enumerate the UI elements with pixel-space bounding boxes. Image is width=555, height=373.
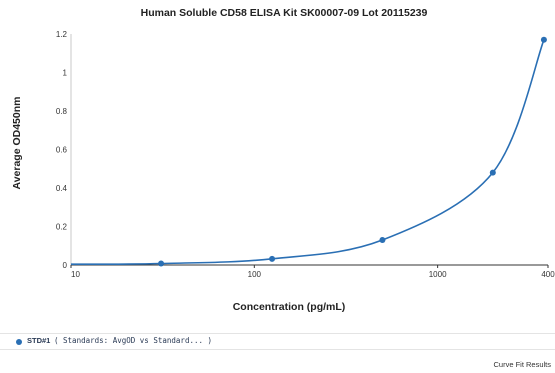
legend-series-description: ( Standards: AvgOD vs Standard... ) [54,336,213,345]
x-axis-ticks: 10 100 1000 400 [70,265,555,279]
y-tick-label: 0 [63,261,68,270]
legend-marker-icon [16,339,22,345]
x-tick-label: 400 [541,270,555,279]
chart-title: Human Soluble CD58 ELISA Kit SK00007-09 … [141,7,428,19]
y-tick-label: 0.2 [56,223,68,232]
x-tick-label: 100 [248,270,262,279]
curve-fit-results-link[interactable]: Curve Fit Results [493,360,551,369]
legend-series-name[interactable]: STD#1 [27,336,51,345]
y-tick-label: 0.4 [56,184,68,193]
y-axis-title: Average OD450nm [11,97,23,190]
data-point[interactable] [269,255,276,262]
data-points [158,36,547,267]
fit-curve [70,39,545,265]
data-point[interactable] [379,236,386,243]
legend-bar: STD#1 ( Standards: AvgOD vs Standard... … [0,333,555,350]
y-tick-label: 0.6 [56,146,68,155]
y-tick-label: 0.8 [56,107,68,116]
y-tick-label: 1 [63,69,68,78]
data-point[interactable] [489,169,496,176]
x-tick-label: 1000 [429,270,447,279]
data-point[interactable] [540,36,547,43]
y-tick-label: 1.2 [56,30,68,39]
x-tick-label: 10 [71,270,80,279]
data-point[interactable] [158,260,165,267]
x-axis-title: Concentration (pg/mL) [233,301,346,313]
y-axis-ticks: 0 0.2 0.4 0.6 0.8 1 1.2 [56,30,68,270]
